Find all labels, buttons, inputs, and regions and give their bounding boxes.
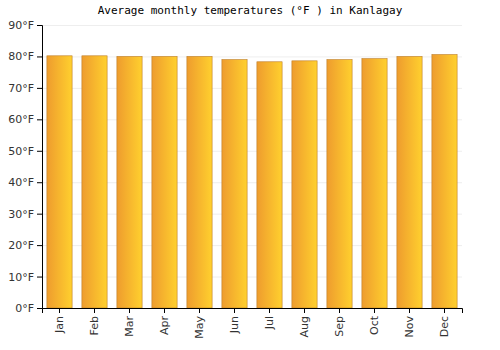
x-tick-label: Nov xyxy=(403,316,416,338)
y-axis: 0°F 10°F 20°F 30°F 40°F 50°F 60°F 70°F 80°F 90°F xyxy=(8,19,42,315)
y-tick-mark xyxy=(37,277,42,278)
bar xyxy=(327,60,352,308)
x-axis-line xyxy=(43,309,463,314)
chart: 0°F 10°F 20°F 30°F 40°F 50°F 60°F 70°F 80°F 90°F J… xyxy=(0,0,500,350)
y-tick: 50°F xyxy=(8,145,42,158)
y-tick-mark xyxy=(37,88,42,89)
y-tick: 20°F xyxy=(8,239,42,252)
x-tick-mark xyxy=(269,308,270,313)
bar xyxy=(222,60,247,308)
y-tick-label: 70°F xyxy=(8,82,34,95)
x-tick: Apr xyxy=(158,308,171,335)
x-tick: Feb xyxy=(88,308,101,335)
y-tick: 60°F xyxy=(8,113,42,126)
y-tick-mark xyxy=(37,151,42,152)
bar xyxy=(82,56,107,308)
x-tick-label: Jun xyxy=(228,316,241,334)
y-tick-label: 20°F xyxy=(8,239,34,252)
x-tick-mark xyxy=(339,308,340,313)
x-tick-mark xyxy=(409,308,410,313)
x-tick-label: Dec xyxy=(438,316,451,337)
y-tick-mark xyxy=(37,56,42,57)
bar xyxy=(362,59,387,308)
bar xyxy=(397,56,422,308)
x-tick: Nov xyxy=(403,308,416,337)
y-tick-mark xyxy=(37,25,42,26)
x-tick: Sep xyxy=(333,308,346,337)
title: Average monthly temperatures (°F ) in Ka… xyxy=(98,4,403,17)
x-tick-label: Mar xyxy=(123,316,136,337)
y-tick: 30°F xyxy=(8,208,42,221)
plot: 0°F 10°F 20°F 30°F 40°F 50°F 60°F 70°F 80°F 90°F J… xyxy=(8,19,462,339)
x-tick-mark xyxy=(304,308,305,313)
x-tick: Jul xyxy=(263,308,276,330)
x-tick-mark xyxy=(94,308,95,313)
bar xyxy=(187,56,212,308)
bar xyxy=(432,55,457,308)
y-tick-mark xyxy=(37,182,42,183)
x-tick-mark xyxy=(199,308,200,313)
y-tick: 90°F xyxy=(8,19,42,32)
y-tick-label: 60°F xyxy=(8,113,34,126)
bars xyxy=(47,55,457,308)
y-tick-label: 30°F xyxy=(8,208,34,221)
x-tick: Jun xyxy=(228,308,241,334)
x-tick-label: Apr xyxy=(158,316,171,336)
x-tick-label: Jul xyxy=(263,316,276,330)
y-tick: 80°F xyxy=(8,50,42,63)
x-tick-mark xyxy=(164,308,165,313)
x-tick-mark xyxy=(59,308,60,313)
x-tick: Aug xyxy=(298,308,311,337)
bar xyxy=(152,56,177,308)
y-tick-label: 0°F xyxy=(15,302,34,315)
x-tick-label: May xyxy=(193,316,206,339)
x-tick-label: Sep xyxy=(333,316,346,337)
x-tick: Jan xyxy=(53,308,66,334)
y-tick: 0°F xyxy=(15,302,42,315)
x-tick-mark xyxy=(374,308,375,313)
x-tick-label: Jan xyxy=(53,316,66,334)
y-tick-label: 80°F xyxy=(8,50,34,63)
bar xyxy=(117,56,142,308)
x-tick: Dec xyxy=(438,308,451,337)
bar xyxy=(47,56,72,308)
y-tick-label: 40°F xyxy=(8,176,34,189)
bar xyxy=(257,62,282,308)
bar xyxy=(292,61,317,308)
y-tick-label: 50°F xyxy=(8,145,34,158)
x-tick: May xyxy=(193,308,206,339)
y-tick: 40°F xyxy=(8,176,42,189)
y-tick: 10°F xyxy=(8,271,42,284)
grid-line xyxy=(42,25,462,26)
x-tick-label: Feb xyxy=(88,316,101,335)
x-tick-mark xyxy=(129,308,130,313)
y-tick-mark xyxy=(37,245,42,246)
grid xyxy=(42,26,462,309)
x-tick: Oct xyxy=(368,308,381,335)
y-tick-label: 10°F xyxy=(8,271,34,284)
y-tick-mark xyxy=(37,308,42,309)
x-tick: Mar xyxy=(123,308,136,337)
y-axis-line xyxy=(37,26,43,309)
y-tick-label: 90°F xyxy=(8,19,34,32)
x-axis: Jan Feb Mar Apr May Jun Jul Aug Sep Oct Nov Dec xyxy=(43,308,463,339)
x-tick-mark xyxy=(234,308,235,313)
x-tick-mark xyxy=(444,308,445,313)
y-tick-mark xyxy=(37,214,42,215)
x-tick-label: Aug xyxy=(298,316,311,337)
y-tick: 70°F xyxy=(8,82,42,95)
x-tick-label: Oct xyxy=(368,315,381,335)
y-tick-mark xyxy=(37,119,42,120)
